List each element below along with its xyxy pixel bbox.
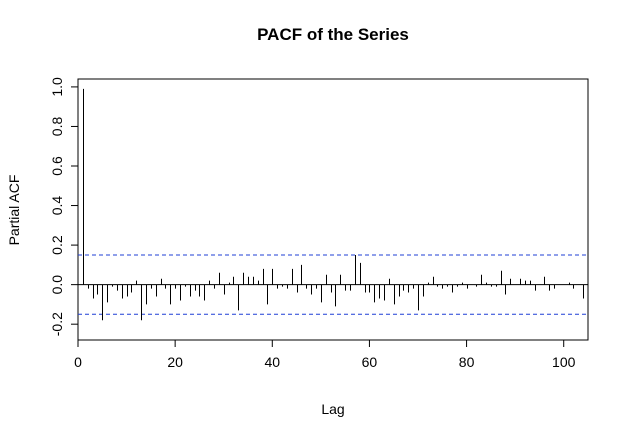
x-tick-label: 20 [167, 354, 183, 370]
x-tick-label: 40 [264, 354, 280, 370]
x-axis-label: Lag [321, 401, 344, 417]
y-axis-label: Partial ACF [6, 175, 22, 246]
x-tick-label: 0 [74, 354, 82, 370]
y-tick-label: 1.0 [49, 77, 65, 97]
x-tick-label: 80 [459, 354, 475, 370]
plot-frame [77, 78, 589, 341]
y-tick-label: 0.6 [49, 156, 65, 176]
y-tick-label: -0.2 [49, 312, 65, 336]
y-tick-label: 0.4 [49, 196, 65, 216]
chart-title: PACF of the Series [257, 25, 409, 44]
y-tick-label: 0.2 [49, 235, 65, 255]
x-tick-label: 100 [552, 354, 576, 370]
y-tick-label: 0.8 [49, 117, 65, 137]
x-tick-label: 60 [362, 354, 378, 370]
y-tick-label: 0.0 [49, 275, 65, 295]
